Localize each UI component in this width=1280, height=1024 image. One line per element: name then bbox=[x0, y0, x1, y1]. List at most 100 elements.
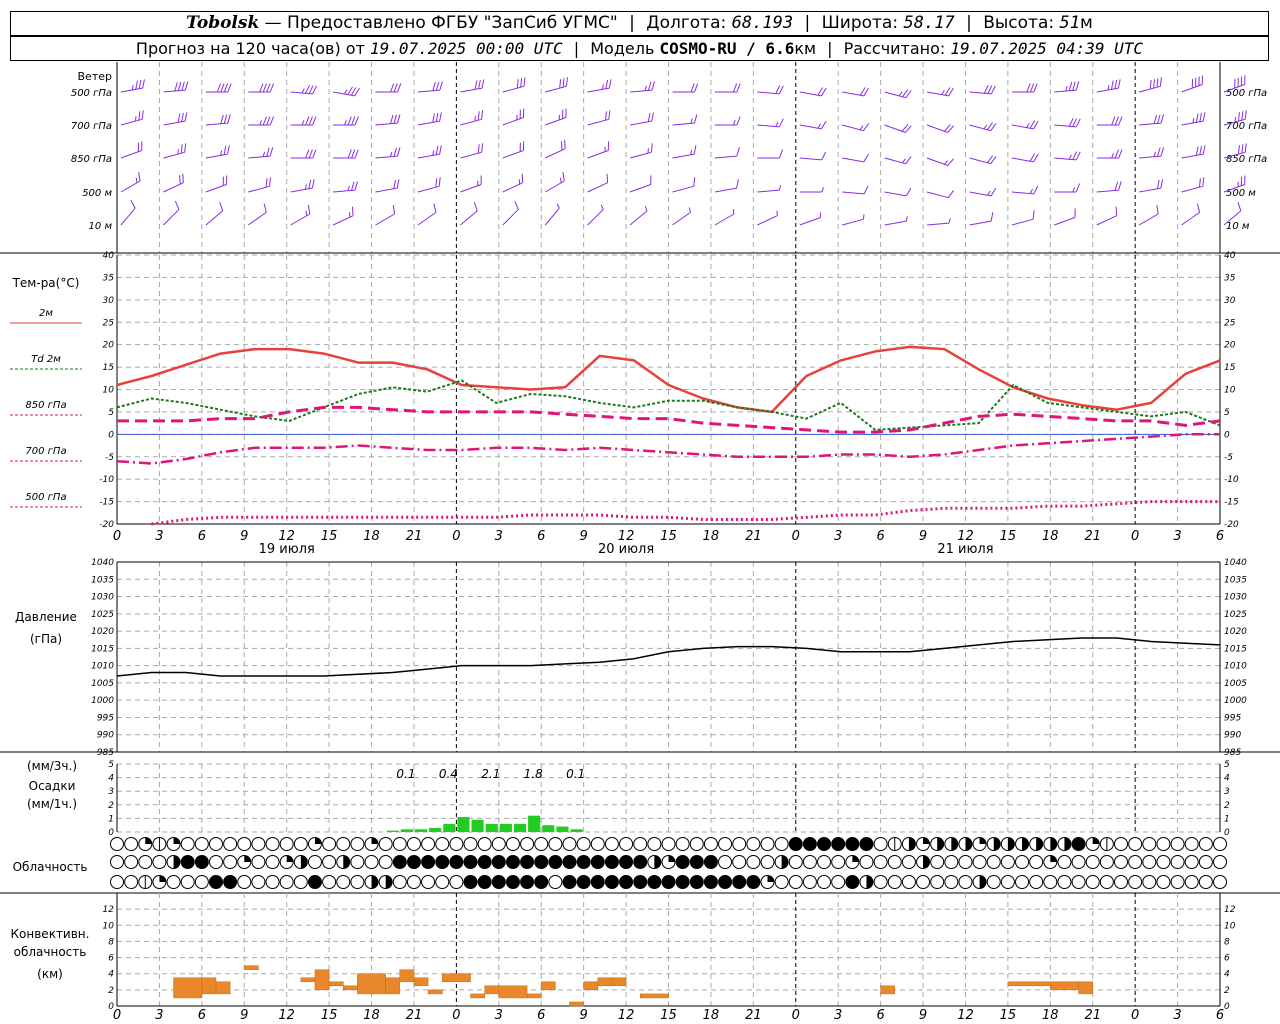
wind-barb-feather bbox=[1199, 145, 1203, 155]
cloud-symbol-ring bbox=[1114, 837, 1129, 851]
wind-barb-shaft bbox=[799, 124, 822, 130]
wind-level-label-right: 10 м bbox=[1226, 221, 1250, 232]
cloud-symbol-ring bbox=[293, 837, 308, 851]
cloud-symbol-fill bbox=[548, 855, 562, 869]
wind-barb bbox=[1223, 75, 1246, 93]
cloud-symbol-fill bbox=[563, 855, 577, 869]
wind-barb bbox=[120, 200, 136, 226]
cloud-symbol-ring bbox=[124, 837, 139, 851]
wind-barb-feather bbox=[1237, 202, 1242, 212]
cloud-symbol-ring bbox=[406, 875, 421, 889]
cloud-cover-symbol bbox=[223, 875, 238, 889]
wind-barb bbox=[333, 86, 360, 97]
wind-barb-feather bbox=[1202, 145, 1206, 155]
cloud-cover-symbol bbox=[1156, 837, 1171, 851]
wind-barb-feather bbox=[1072, 151, 1078, 160]
cloud-cover-symbol bbox=[831, 875, 846, 889]
wind-barb bbox=[799, 87, 827, 97]
cloud-cover-symbol bbox=[958, 875, 973, 889]
cloud-cover-symbol bbox=[590, 855, 605, 869]
wind-barb-feather bbox=[516, 79, 519, 89]
wind-barb-feather bbox=[1065, 86, 1068, 92]
cloud-cover-symbol bbox=[208, 837, 223, 851]
wind-barb-feather bbox=[354, 87, 360, 97]
temp-series-line bbox=[116, 345, 1221, 414]
wind-barb-feather bbox=[174, 201, 180, 210]
cloud-symbol-ring bbox=[831, 855, 846, 869]
y-tick-label-right: 40 bbox=[1224, 251, 1236, 261]
wind-barb-shaft bbox=[375, 122, 398, 126]
convective-cloud-bar bbox=[399, 969, 415, 983]
convective-cloud-bar bbox=[357, 973, 386, 995]
cloud-cover-symbol bbox=[1057, 837, 1072, 851]
cloud-symbol-ring bbox=[110, 837, 124, 851]
precip-bar bbox=[443, 823, 456, 832]
wind-barb-feather bbox=[130, 200, 136, 209]
cloud-symbol-ring bbox=[350, 855, 365, 869]
wind-barb-feather bbox=[778, 185, 782, 191]
cloud-cover-symbol bbox=[972, 855, 987, 869]
wind-barb bbox=[332, 206, 354, 226]
convective-unit: (км) bbox=[37, 967, 63, 981]
cloud-symbol-ring bbox=[746, 837, 761, 851]
x-tick-label: 0 bbox=[452, 1008, 460, 1023]
x-tick-label: 3 bbox=[834, 1008, 842, 1023]
wind-barb-shaft bbox=[629, 120, 652, 126]
cloud-symbol-fill bbox=[923, 855, 930, 869]
wind-barb bbox=[460, 110, 484, 126]
x-tick-label: 21 bbox=[745, 1008, 762, 1023]
wind-barb-feather bbox=[393, 147, 397, 157]
cloud-cover-symbol bbox=[675, 837, 690, 851]
wind-barb-feather bbox=[778, 85, 784, 95]
y-tick-label-left: 8 bbox=[108, 937, 114, 947]
wind-barb-feather bbox=[393, 114, 397, 124]
cloud-symbol-ring bbox=[958, 875, 973, 889]
wind-barb bbox=[1181, 177, 1205, 193]
y-tick-label-left: 5 bbox=[108, 408, 114, 418]
wind-barb bbox=[163, 81, 189, 93]
y-tick-label-left: 2 bbox=[108, 986, 114, 996]
wind-barb-shaft bbox=[799, 91, 822, 97]
cloud-cover-symbol bbox=[831, 837, 846, 851]
x-tick-label: 15 bbox=[660, 529, 677, 544]
altitude-label: Высота: bbox=[983, 13, 1055, 33]
wind-barb-feather bbox=[1075, 118, 1081, 128]
wind-barb-feather bbox=[1244, 143, 1247, 153]
cloud-cover-symbol bbox=[746, 837, 761, 851]
wind-barb-feather bbox=[227, 114, 231, 124]
wind-barb-shaft bbox=[842, 157, 864, 163]
wind-barb-feather bbox=[944, 160, 949, 165]
day-label: 19 июля bbox=[259, 542, 315, 557]
x-tick-label: 18 bbox=[703, 529, 720, 544]
cloud-cover-symbol bbox=[1085, 855, 1100, 869]
cloud-cover-symbol bbox=[619, 837, 634, 851]
cloud-symbol-ring bbox=[279, 837, 294, 851]
y-tick-label-left: 1000 bbox=[91, 696, 114, 706]
cloud-cover-symbol bbox=[873, 855, 888, 869]
x-tick-label: 15 bbox=[1000, 529, 1017, 544]
wind-barb bbox=[969, 212, 994, 226]
cloud-cover-symbol bbox=[604, 875, 619, 889]
cloud-symbol-ring bbox=[251, 837, 266, 851]
wind-barb-feather bbox=[177, 81, 182, 91]
y-tick-label-left: 990 bbox=[97, 731, 114, 741]
wind-label: Ветер bbox=[78, 70, 112, 83]
cloud-symbol-fill bbox=[803, 837, 817, 851]
wind-barb-shaft bbox=[969, 191, 992, 197]
wind-barb-feather bbox=[305, 116, 310, 126]
y-tick-label-left: 10 bbox=[103, 386, 115, 396]
x-tick-label: 6 bbox=[876, 529, 884, 544]
separator: | bbox=[804, 13, 811, 33]
cloud-symbol-ring bbox=[562, 837, 577, 851]
x-tick-label: 0 bbox=[792, 529, 800, 544]
wind-barb-feather bbox=[1111, 116, 1116, 126]
cloud-symbol-fill bbox=[605, 855, 619, 869]
wind-barb bbox=[502, 201, 519, 226]
wind-barb-feather bbox=[138, 111, 141, 121]
wind-barb bbox=[375, 83, 402, 93]
cloud-symbol-fill bbox=[1050, 837, 1057, 851]
wind-barb-feather bbox=[266, 116, 271, 126]
wind-barb-shaft bbox=[630, 89, 653, 93]
x-tick-label: 12 bbox=[278, 1008, 295, 1023]
wind-barb bbox=[460, 175, 482, 193]
